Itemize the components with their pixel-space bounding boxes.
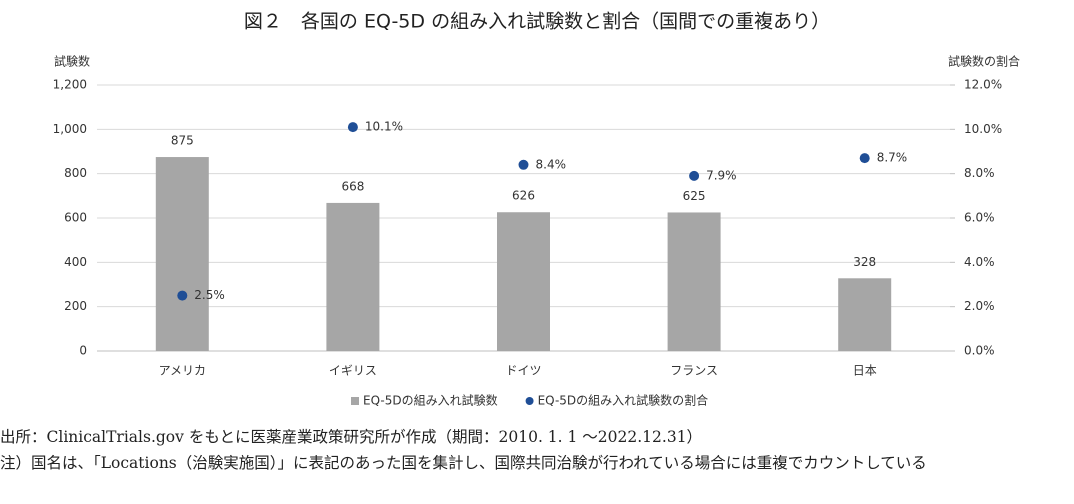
bar-value-label: 625: [683, 189, 706, 203]
dot: [859, 153, 870, 164]
chart-title: 図２ 各国の EQ-5D の組み入れ試験数と割合（国間での重複あり）: [244, 11, 830, 33]
y2-tick-label: 4.0%: [964, 255, 995, 269]
dot: [689, 170, 700, 181]
y2-axis-label: 試験数の割合: [948, 54, 1020, 69]
dot-value-label: 7.9%: [706, 168, 737, 182]
y-tick-label: 800: [64, 166, 87, 180]
dot: [177, 290, 188, 301]
y-tick-label: 1,000: [53, 122, 87, 136]
dot: [518, 159, 529, 170]
bar-value-label: 875: [171, 134, 194, 148]
bar-value-label: 668: [341, 179, 364, 193]
dot: [347, 122, 358, 133]
y-tick-label: 1,200: [53, 78, 87, 92]
chart: 図２ 各国の EQ-5D の組み入れ試験数と割合（国間での重複あり） 試験数 試…: [53, 11, 1020, 408]
bar: [326, 202, 380, 351]
legend-label: EQ-5Dの組み入れ試験数の割合: [538, 393, 709, 408]
dot-value-label: 2.5%: [194, 288, 225, 302]
source-note: 出所：ClinicalTrials.gov をもとに医薬産業政策研究所が作成（期…: [0, 428, 703, 446]
bar-value-label: 626: [512, 189, 535, 203]
dot-value-label: 8.7%: [877, 151, 908, 165]
legend-swatch: [525, 397, 534, 405]
legend-label: EQ-5Dの組み入れ試験数: [363, 393, 498, 408]
x-tick-label: イギリス: [329, 364, 377, 378]
bar-value-label: 328: [853, 255, 876, 269]
bar: [155, 157, 209, 351]
y-tick-label: 600: [64, 211, 87, 225]
legend-swatch: [351, 397, 359, 405]
note: 注）国名は、「Locations（治験実施国）」に表記のあった国を集計し、国際共…: [0, 454, 927, 472]
dot-value-label: 8.4%: [536, 157, 567, 171]
y2-tick-label: 0.0%: [964, 344, 995, 358]
x-tick-label: アメリカ: [159, 364, 206, 378]
y-tick-label: 0: [79, 344, 87, 358]
dot-value-label: 10.1%: [365, 120, 403, 134]
y2-tick-label: 6.0%: [964, 211, 995, 225]
y2-tick-label: 12.0%: [964, 78, 1002, 92]
y2-tick-label: 10.0%: [964, 122, 1002, 136]
y-tick-label: 200: [64, 299, 87, 313]
x-tick-label: フランス: [670, 364, 718, 378]
y-tick-label: 400: [64, 255, 87, 269]
bar: [838, 278, 892, 351]
y2-tick-label: 2.0%: [964, 299, 995, 313]
y-axis-label: 試験数: [54, 54, 90, 69]
notes: 出所：ClinicalTrials.gov をもとに医薬産業政策研究所が作成（期…: [0, 424, 1060, 476]
bar: [667, 212, 721, 351]
y2-tick-label: 8.0%: [964, 166, 995, 180]
bar: [497, 212, 550, 351]
x-tick-label: 日本: [853, 364, 877, 378]
x-tick-label: ドイツ: [505, 364, 541, 378]
